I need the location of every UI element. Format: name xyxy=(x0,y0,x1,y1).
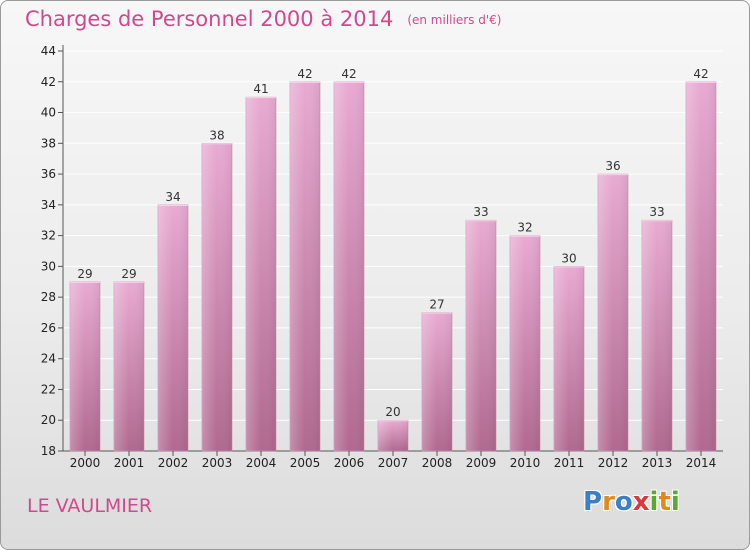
y-tick-label: 30 xyxy=(41,259,56,273)
data-label: 29 xyxy=(121,267,136,281)
logo-letter: P xyxy=(583,487,603,517)
x-tick-label: 2013 xyxy=(642,456,673,470)
y-tick-label: 36 xyxy=(41,167,56,181)
bar-shine xyxy=(510,235,540,451)
data-label: 33 xyxy=(649,205,664,219)
x-tick-label: 2010 xyxy=(510,456,541,470)
data-label: 41 xyxy=(253,82,268,96)
y-tick-label: 24 xyxy=(41,352,56,366)
data-label: 30 xyxy=(561,251,576,265)
bar-shine xyxy=(158,204,188,451)
data-label: 29 xyxy=(77,267,92,281)
data-label: 34 xyxy=(165,190,180,204)
data-label: 20 xyxy=(385,405,400,419)
data-label: 38 xyxy=(209,128,224,142)
x-tick-label: 2003 xyxy=(202,456,233,470)
y-tick-label: 42 xyxy=(41,75,56,89)
y-tick-label: 18 xyxy=(41,444,56,458)
x-tick-label: 2008 xyxy=(422,456,453,470)
x-tick-label: 2005 xyxy=(290,456,321,470)
data-label: 42 xyxy=(297,67,312,81)
x-tick-label: 2001 xyxy=(114,456,145,470)
data-label: 33 xyxy=(473,205,488,219)
x-tick-label: 2002 xyxy=(158,456,189,470)
y-tick-label: 40 xyxy=(41,106,56,120)
unit-label: (en milliers d'€) xyxy=(407,13,502,27)
bar-shine xyxy=(70,281,100,451)
y-tick-label: 32 xyxy=(41,229,56,243)
place-name: LE VAULMIER xyxy=(27,495,153,517)
bar-shine xyxy=(246,97,276,452)
logo-letter: r xyxy=(602,487,615,517)
y-tick-label: 28 xyxy=(41,290,56,304)
y-tick-label: 38 xyxy=(41,136,56,150)
x-tick-label: 2006 xyxy=(334,456,365,470)
chart-title: Charges de Personnel 2000 à 2014 (en mill… xyxy=(25,7,501,31)
bar-shine xyxy=(378,420,408,451)
x-tick-label: 2011 xyxy=(554,456,585,470)
title-text: Charges de Personnel 2000 à 2014 xyxy=(25,7,394,31)
bar-shine xyxy=(598,174,628,452)
x-tick-label: 2004 xyxy=(246,456,277,470)
y-tick-label: 22 xyxy=(41,382,56,396)
x-tick-label: 2000 xyxy=(70,456,101,470)
x-tick-label: 2009 xyxy=(466,456,497,470)
data-label: 42 xyxy=(341,67,356,81)
proxiti-logo: Proxiti xyxy=(583,487,680,517)
x-tick-label: 2014 xyxy=(686,456,717,470)
x-tick-label: 2012 xyxy=(598,456,629,470)
logo-letter: t xyxy=(658,487,671,517)
y-tick-label: 34 xyxy=(41,198,56,212)
logo-letter: i xyxy=(670,487,680,517)
bar-shine xyxy=(334,81,364,452)
logo-letter: i xyxy=(649,487,659,517)
data-label: 42 xyxy=(693,67,708,81)
y-tick-label: 20 xyxy=(41,413,56,427)
bar-shine xyxy=(466,220,496,451)
logo-letter: o xyxy=(614,487,633,517)
bar-shine xyxy=(114,281,144,451)
bar-shine xyxy=(686,81,716,452)
bar-shine xyxy=(422,312,452,451)
data-label: 27 xyxy=(429,298,444,312)
bar-shine xyxy=(290,81,320,452)
bar-shine xyxy=(202,143,232,452)
x-tick-label: 2007 xyxy=(378,456,409,470)
y-tick-label: 44 xyxy=(41,44,56,58)
bar-shine xyxy=(642,220,672,451)
data-label: 36 xyxy=(605,159,620,173)
bar-shine xyxy=(554,266,584,451)
data-label: 32 xyxy=(517,221,532,235)
y-tick-label: 26 xyxy=(41,321,56,335)
logo-letter: x xyxy=(632,487,650,517)
